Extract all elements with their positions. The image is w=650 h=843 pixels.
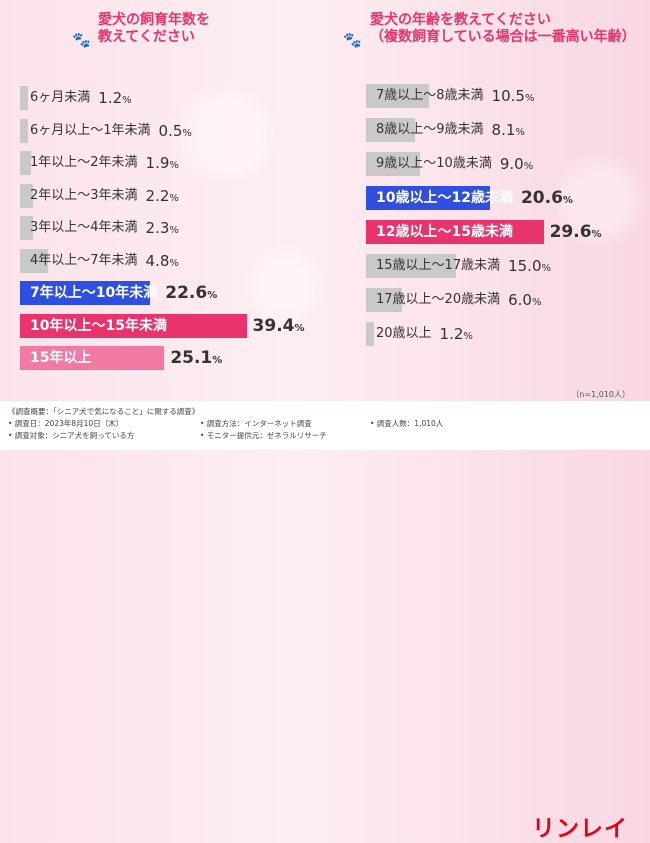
value-label: 20.6% (520, 188, 573, 208)
bar (366, 288, 402, 312)
charts-area: 6ヶ月未満 1.2% 6ヶ月以上〜1年未満 0.5% 1年以上〜2年未満 1.9% 2年以上… (0, 0, 650, 400)
category-label: 10歳以上〜12歳未満 (376, 190, 513, 206)
sample-size-note: （n=1,010人） (571, 390, 630, 399)
value-label: 1.9% (145, 154, 179, 172)
category-label: 2年以上〜3年未満 (30, 187, 138, 203)
value-label: 22.6% (165, 283, 218, 303)
category-label: 7歳以上〜8歳未満 (376, 88, 484, 103)
bokeh-decoration (180, 90, 270, 180)
bar (366, 118, 415, 142)
paw-icon: 🐾 (72, 31, 91, 49)
bar (20, 151, 31, 175)
right-chart-title: 愛犬の年齢を教えてください （複数飼育している場合は一番高い年齢） (370, 12, 636, 45)
left-chart-title: 愛犬の飼育年数を 教えてください (98, 12, 210, 45)
category-label: 17歳以上〜20歳未満 (376, 292, 501, 307)
paw-icon: 🐾 (343, 31, 362, 49)
survey-count: • 調査人数：1,010人 (370, 419, 444, 428)
category-label: 15年以上 (30, 350, 92, 366)
value-label: 1.2% (98, 89, 132, 107)
survey-heading: 《調査概要：「シニア犬で気になること」に関する調査》 (8, 407, 200, 416)
value-label: 0.5% (158, 121, 192, 140)
bar (20, 118, 28, 143)
category-label: 4年以上〜7年未満 (30, 252, 138, 268)
linrei-logo: リンレイ (532, 816, 628, 842)
value-label: 15.0% (508, 257, 552, 275)
value-label: 4.8% (145, 251, 179, 270)
survey-footer: 《調査概要：「シニア犬で気になること」に関する調査》 • 調査日：2023年8月… (0, 401, 650, 842)
bar (20, 313, 247, 338)
survey-date: • 調査日：2023年8月10日（木） (8, 419, 124, 428)
bar (20, 183, 33, 208)
survey-target: • 調査対象：シニア犬を飼っている方 (8, 431, 135, 440)
category-label: 8歳以上〜9歳未満 (376, 122, 484, 137)
value-label: 10.5% (491, 87, 535, 105)
value-label: 2.2% (145, 186, 179, 205)
value-label: 29.6% (549, 222, 602, 242)
bokeh-decoration (560, 160, 640, 240)
category-label: 6ヶ月未満 (30, 90, 91, 105)
bar (366, 84, 429, 108)
bar (366, 186, 490, 210)
bar (20, 248, 48, 273)
bar (366, 322, 374, 346)
category-label: 7年以上〜10年未満 (30, 285, 158, 301)
survey-provider: • モニター提供元：ゼネラルリサーチ (200, 431, 327, 440)
value-label: 39.4% (252, 315, 305, 336)
category-label: 12歳以上〜15歳未満 (376, 224, 513, 240)
value-label: 2.3% (145, 219, 179, 237)
value-label: 8.1% (491, 121, 525, 139)
value-label: 6.0% (508, 291, 542, 309)
category-label: 9歳以上〜10歳未満 (376, 156, 492, 171)
bar (366, 220, 544, 244)
category-label: 3年以上〜4年未満 (30, 220, 138, 235)
bar (20, 281, 150, 305)
bar (366, 152, 420, 176)
category-label: 1年以上〜2年未満 (30, 155, 138, 170)
bar (20, 216, 34, 240)
value-label: 1.2% (439, 325, 473, 343)
survey-method: • 調査方法：インターネット調査 (200, 419, 312, 428)
category-label: 10年以上〜15年未満 (30, 317, 167, 334)
bokeh-decoration (250, 250, 320, 320)
value-label: 9.0% (499, 155, 534, 173)
bar (366, 254, 456, 278)
bar (20, 346, 165, 370)
bar (20, 86, 28, 110)
category-label: 6ヶ月以上〜1年未満 (30, 122, 151, 138)
value-label: 25.1% (170, 348, 223, 368)
category-label: 20歳以上 (376, 326, 432, 341)
category-label: 15歳以上〜17歳未満 (376, 258, 501, 273)
